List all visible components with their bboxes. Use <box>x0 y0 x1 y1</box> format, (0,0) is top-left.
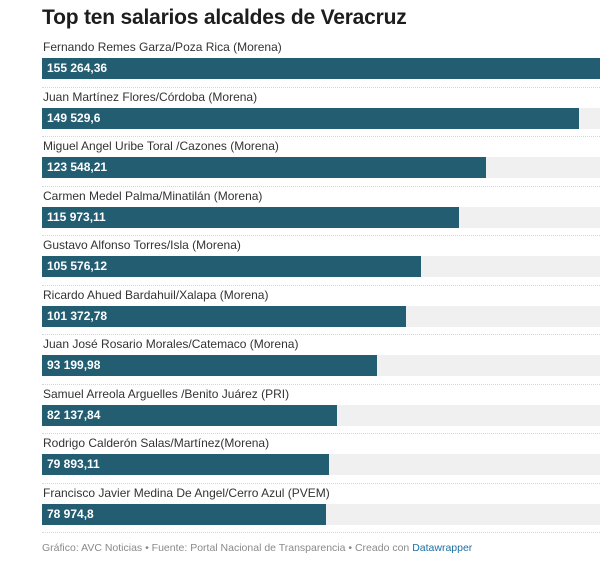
datawrapper-link[interactable]: Datawrapper <box>412 542 473 553</box>
bar-row: Samuel Arreola Arguelles /Benito Juárez … <box>42 385 600 434</box>
footer-credits: Gráfico: AVC Noticias • Fuente: Portal N… <box>42 542 410 553</box>
bar-value-label: 101 372,78 <box>47 308 108 323</box>
bar-category-label: Ricardo Ahued Bardahuil/Xalapa (Morena) <box>43 287 269 302</box>
bar-track: 82 137,84 <box>42 404 600 426</box>
bar-category-label: Francisco Javier Medina De Angel/Cerro A… <box>43 485 330 500</box>
row-separator <box>42 284 600 286</box>
bar-track: 93 199,98 <box>42 355 600 376</box>
bar-track: 78 974,8 <box>42 503 600 525</box>
row-separator <box>42 334 600 335</box>
bar-track: 115 973,11 <box>42 206 600 228</box>
bar-row: Juan José Rosario Morales/Catemaco (More… <box>42 335 600 385</box>
bar-track: 105 576,12 <box>42 256 600 277</box>
bar: 149 529,6 <box>42 107 580 129</box>
bar-value-label: 155 264,36 <box>47 61 108 75</box>
bar-row: Gustavo Alfonso Torres/Isla (Morena) 105 … <box>42 236 600 286</box>
bar-category-label: Miguel Angel Uribe Toral /Cazones (Moren… <box>43 139 279 153</box>
row-separator <box>42 482 600 484</box>
bar-value-label: 115 973,11 <box>47 209 106 224</box>
bar-row: Francisco Javier Medina De Angel/Cerro A… <box>42 484 600 533</box>
row-separator <box>42 532 600 533</box>
chart-footer: Gráfico: AVC Noticias • Fuente: Portal N… <box>42 542 472 553</box>
bar-value-label: 79 893,11 <box>47 457 100 471</box>
bar-row: Fernando Remes Garza/Poza Rica (Morena) 1… <box>42 38 600 88</box>
bar-value-label: 93 199,98 <box>47 358 101 372</box>
bar-row: Ricardo Ahued Bardahuil/Xalapa (Morena) 1… <box>42 286 600 335</box>
bar: 155 264,36 <box>42 58 600 79</box>
bar-value-label: 123 548,21 <box>47 160 108 174</box>
bar: 78 974,8 <box>42 503 326 525</box>
row-separator <box>42 383 600 385</box>
bar-track: 101 372,78 <box>42 305 600 327</box>
bar-value-label: 78 974,8 <box>47 506 94 521</box>
bar-value-label: 105 576,12 <box>47 259 108 273</box>
bar: 101 372,78 <box>42 305 407 327</box>
bar-value-label: 149 529,6 <box>47 110 101 125</box>
bar-category-label: Juan Martínez Flores/Córdoba (Morena) <box>43 89 258 104</box>
bar-track: 79 893,11 <box>42 454 600 475</box>
bar: 123 548,21 <box>42 157 487 178</box>
bar: 105 576,12 <box>42 256 422 277</box>
bar-category-label: Fernando Remes Garza/Poza Rica (Morena) <box>43 40 282 54</box>
bar-category-label: Gustavo Alfonso Torres/Isla (Morena) <box>43 238 241 252</box>
bar: 115 973,11 <box>42 206 459 228</box>
row-separator <box>42 86 600 88</box>
row-separator <box>42 136 600 137</box>
bar-track: 123 548,21 <box>42 157 600 178</box>
bar-row: Miguel Angel Uribe Toral /Cazones (Moren… <box>42 137 600 187</box>
bar-chart: Fernando Remes Garza/Poza Rica (Morena) 1… <box>42 38 600 533</box>
row-separator <box>42 185 600 187</box>
bar-track: 155 264,36 <box>42 58 600 79</box>
bar: 82 137,84 <box>42 404 338 426</box>
bar-row: Juan Martínez Flores/Córdoba (Morena) 149… <box>42 88 600 137</box>
bar-row: Rodrigo Calderón Salas/Martínez(Morena) 7… <box>42 434 600 484</box>
bar-category-label: Carmen Medel Palma/Minatilán (Morena) <box>43 188 263 203</box>
bar-row: Carmen Medel Palma/Minatilán (Morena) 115… <box>42 187 600 236</box>
bar-value-label: 82 137,84 <box>47 407 101 422</box>
bar-track: 149 529,6 <box>42 107 600 129</box>
row-separator <box>42 433 600 434</box>
bar: 93 199,98 <box>42 355 377 376</box>
chart-title: Top ten salarios alcaldes de Veracruz <box>42 6 407 29</box>
row-separator <box>42 235 600 236</box>
bar-category-label: Juan José Rosario Morales/Catemaco (More… <box>43 337 299 351</box>
bar-category-label: Samuel Arreola Arguelles /Benito Juárez … <box>43 386 290 401</box>
bar: 79 893,11 <box>42 454 330 475</box>
bar-category-label: Rodrigo Calderón Salas/Martínez(Morena) <box>43 436 270 450</box>
